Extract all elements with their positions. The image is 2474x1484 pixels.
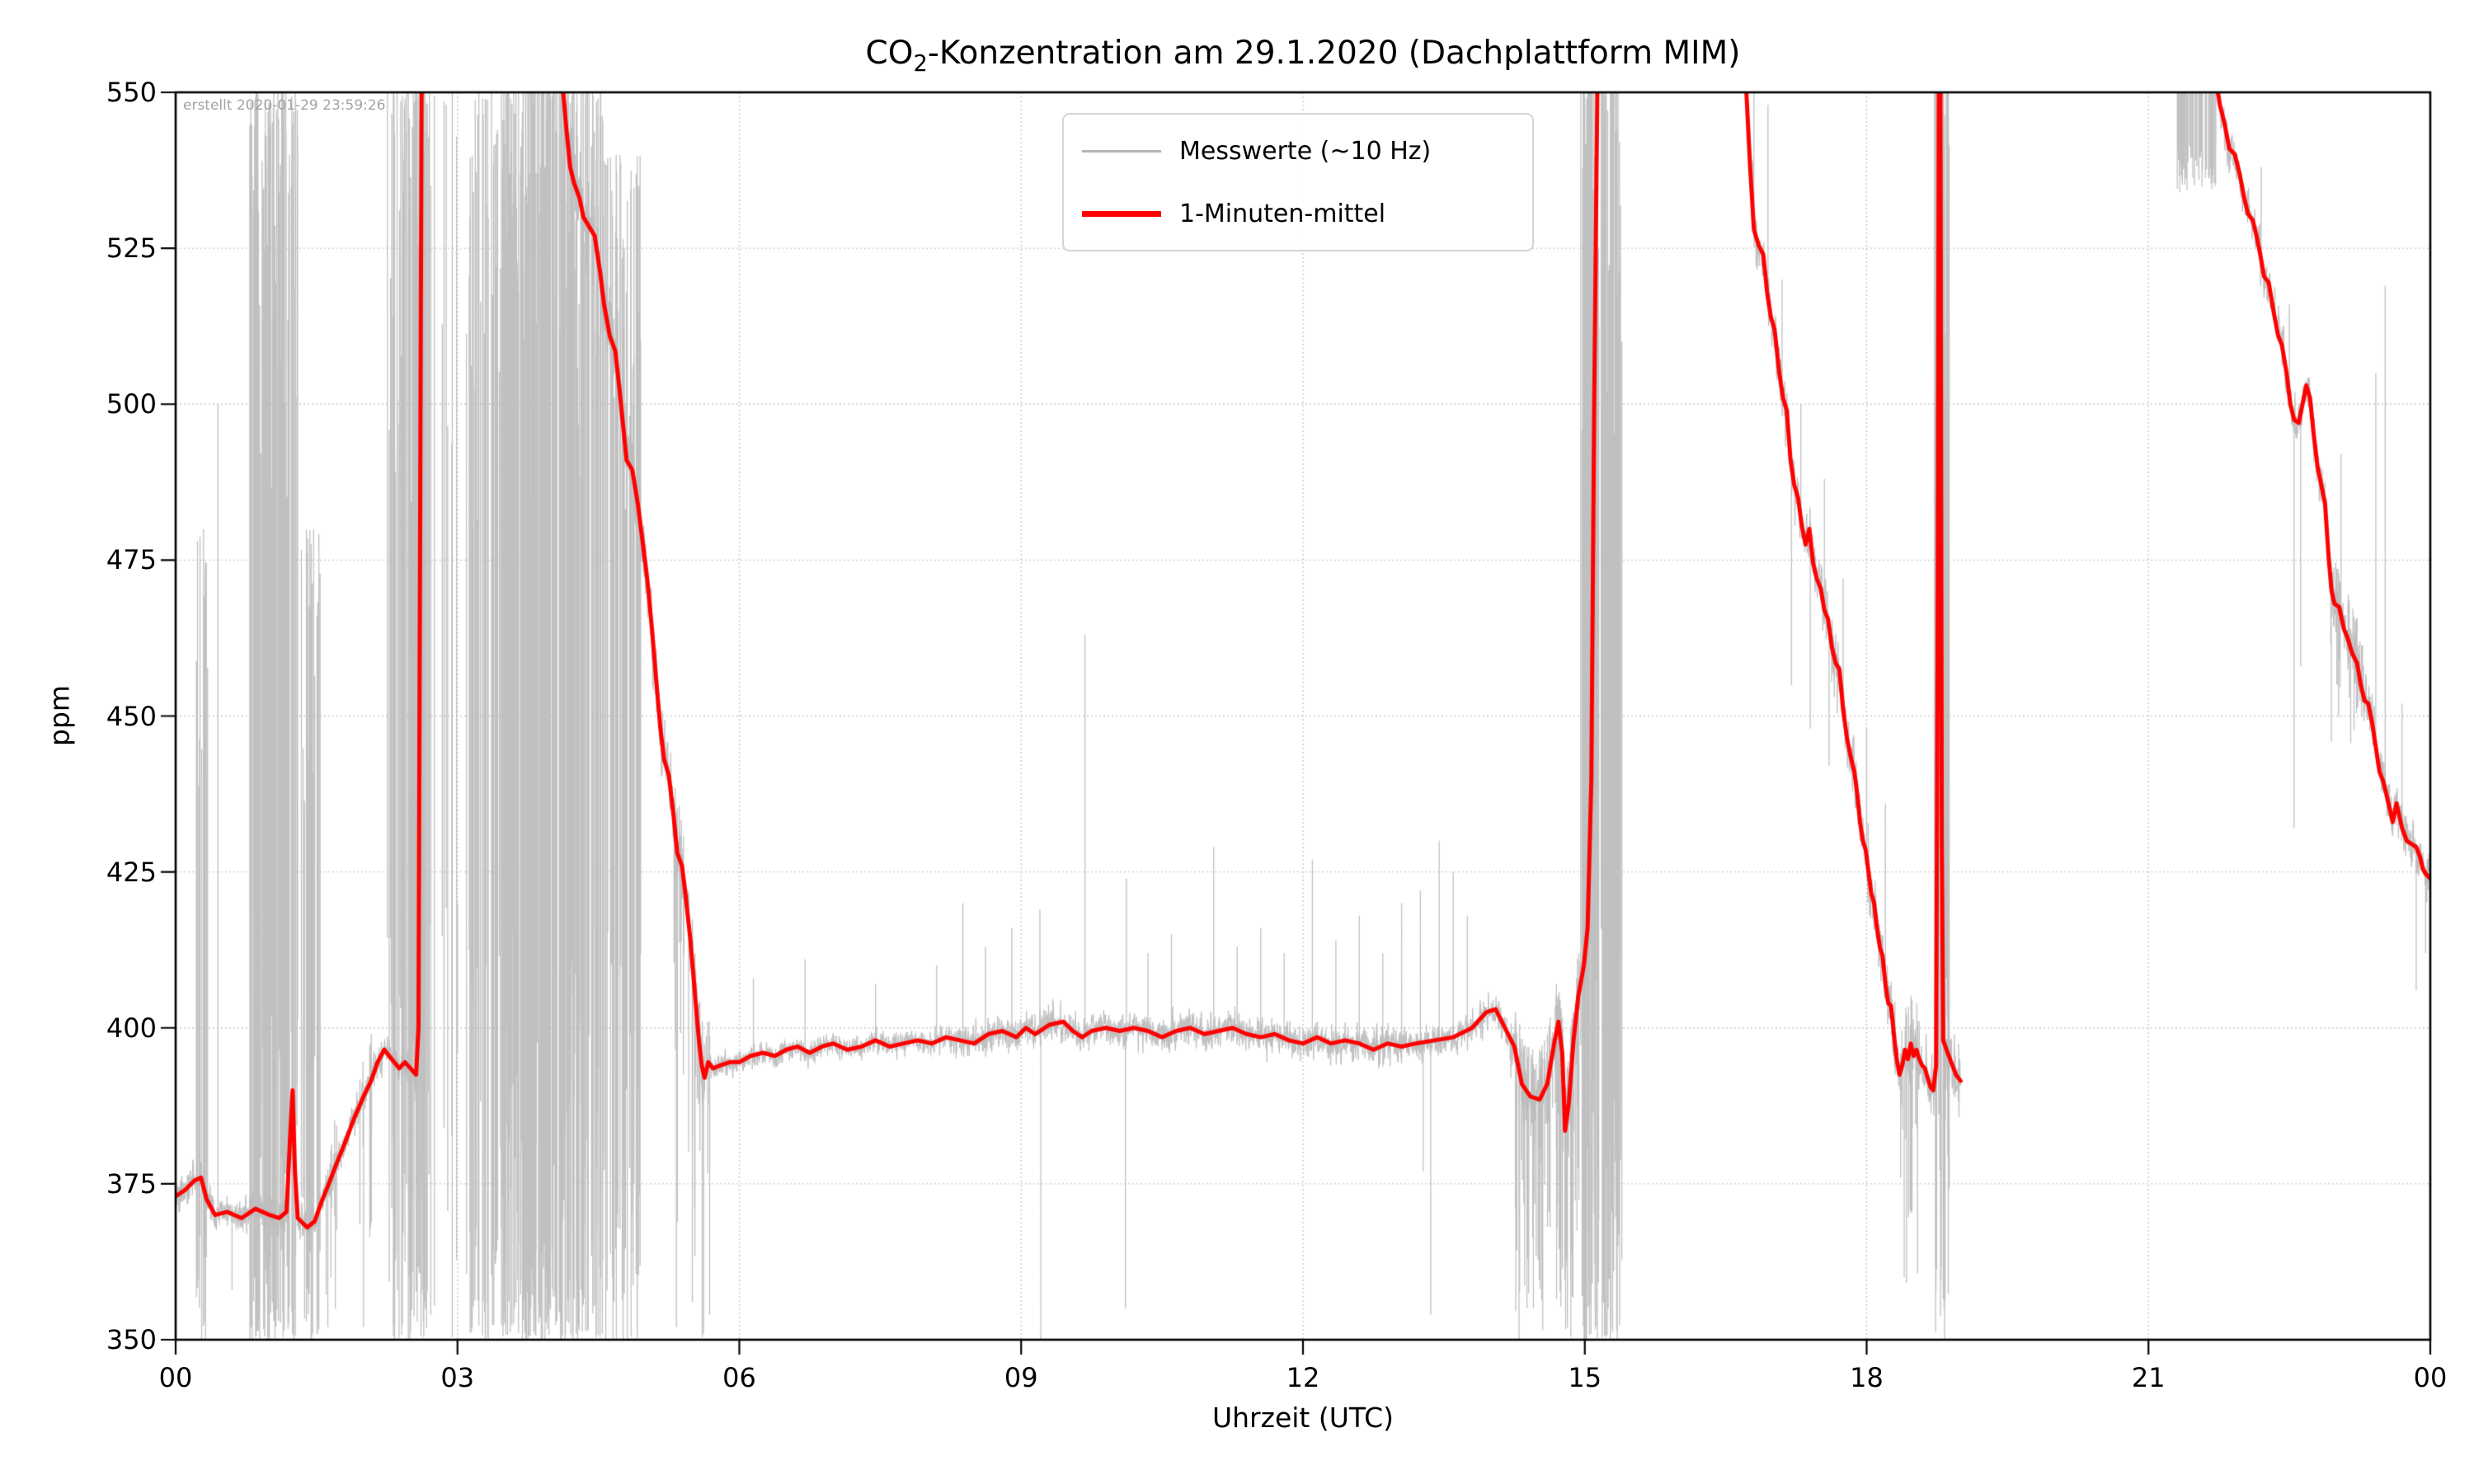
legend-line-sample-red (1082, 210, 1161, 217)
x-tick-label: 18 (1850, 1362, 1884, 1393)
chart-title-subscript: 2 (913, 50, 928, 77)
y-tick-label: 450 (106, 700, 157, 732)
x-tick-label: 21 (2131, 1362, 2166, 1393)
x-tick-label: 12 (1286, 1362, 1320, 1393)
y-tick-label: 475 (106, 544, 157, 576)
y-tick-label: 550 (106, 77, 157, 108)
chart-title: CO2-Konzentration am 29.1.2020 (Dachplat… (866, 35, 1741, 77)
y-tick-label: 400 (106, 1012, 157, 1044)
y-tick-label: 375 (106, 1167, 157, 1200)
legend-label-minutenmittel: 1-Minuten-mittel (1179, 199, 1386, 228)
x-tick-label: 00 (158, 1362, 193, 1393)
y-tick-label: 350 (106, 1324, 157, 1355)
chart-title-prefix: CO (865, 35, 914, 72)
x-tick-label: 00 (2413, 1362, 2448, 1393)
chart-title-rest: -Konzentration am 29.1.2020 (Dachplattfo… (927, 35, 1741, 72)
legend-entry-messwerte: Messwerte (~10 Hz) (1064, 124, 1532, 177)
legend-box: Messwerte (~10 Hz) 1-Minuten-mittel (1062, 113, 1534, 251)
x-axis-label: Uhrzeit (UTC) (1211, 1402, 1395, 1434)
x-tick-label: 15 (1568, 1362, 1602, 1393)
x-tick-label: 09 (1004, 1362, 1038, 1393)
x-tick-label: 06 (722, 1362, 756, 1393)
created-timestamp-note: erstellt 2020-01-29 23:59:26 (183, 97, 386, 114)
y-tick-label: 500 (106, 388, 157, 420)
legend-label-messwerte: Messwerte (~10 Hz) (1179, 136, 1432, 166)
y-tick-label: 525 (106, 232, 157, 265)
y-tick-label: 425 (106, 856, 157, 888)
legend-entry-minutenmittel: 1-Minuten-mittel (1064, 187, 1532, 240)
legend-line-sample-gray (1082, 149, 1161, 153)
x-tick-label: 03 (440, 1362, 475, 1393)
